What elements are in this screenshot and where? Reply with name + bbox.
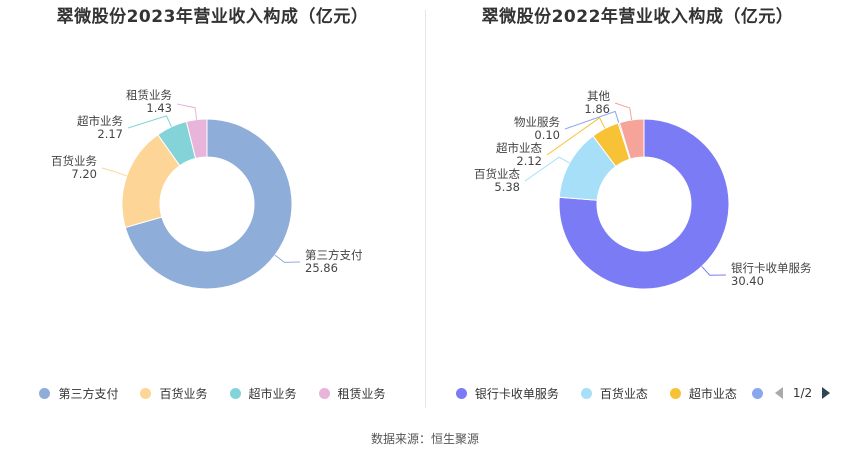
leader-line [614,102,633,120]
slice-value-label: 1.86 [584,102,610,116]
panel-divider [425,10,426,408]
legend-dot-icon [140,387,152,399]
legend-dot-icon [318,387,330,399]
legend-dot-icon [455,387,467,399]
legend-label: 百货业态 [599,386,648,401]
leader-line [564,110,620,130]
slice-label: 银行卡收单服务 [731,261,812,275]
slice-value-label: 1.43 [146,101,172,115]
chart-title-2022: 翠微股份2022年营业收入构成（亿元） [481,7,794,27]
chart-panel-2023: 翠微股份2023年营业收入构成（亿元） 第三方支付 25.86 百货业务 7.20 超市… [0,0,425,410]
slice-value-label: 25.86 [305,261,338,275]
pager-text: 1/2 [792,386,813,400]
slice-value-label: 5.38 [494,180,520,194]
legend-label: 百货业务 [159,386,208,401]
leader-line [127,115,172,129]
leader-line [176,103,198,120]
legend-label: 银行卡收单服务 [474,386,559,401]
legend-pager: 1/2 [774,386,831,400]
legend-item[interactable]: 第三方支付 [39,385,118,402]
legend-item[interactable]: 百货业态 [580,385,648,402]
slice-value-label: 7.20 [71,167,97,181]
legend-dot-icon[interactable] [751,387,763,399]
slice-label: 物业服务 [514,115,560,129]
leader-line [546,117,606,156]
legend-label: 超市业态 [688,386,737,401]
pager-next-icon[interactable] [822,387,831,399]
leader-line [101,167,127,177]
slice-4[interactable] [618,118,645,160]
slice-value-label: 2.12 [516,154,542,168]
legend-item[interactable]: 超市业务 [229,385,297,402]
slice-value-label: 2.17 [97,127,123,141]
legend-dot-icon [580,387,592,399]
pager-prev-icon[interactable] [774,387,783,399]
slice-label: 百货业务 [51,154,97,168]
slice-value-label: 0.10 [534,128,560,142]
chart-panel-2022: 翠微股份2022年营业收入构成（亿元） 银行卡收单服务 30.40 百货业态 5.38… [425,0,850,410]
slice-label: 租赁业务 [126,88,172,102]
leader-line [701,266,727,276]
slice-label: 其他 [587,89,610,103]
slice-label: 百货业态 [474,167,520,181]
legend-dot-icon [229,387,241,399]
data-source: 数据来源：恒生聚源 [370,432,479,446]
slice-0[interactable] [124,118,293,290]
slice-label: 超市业态 [496,141,542,155]
legend-item[interactable]: 银行卡收单服务 [455,385,559,402]
legend-item[interactable]: 百货业务 [140,385,208,402]
legend-item[interactable]: 超市业态 [669,385,737,402]
legend-item[interactable]: 租赁业务 [318,385,386,402]
legend-label: 租赁业务 [337,386,386,401]
slice-0[interactable] [558,118,730,290]
leader-line [524,156,570,182]
slice-label: 第三方支付 [305,248,363,262]
slice-value-label: 30.40 [731,274,764,288]
slice-label: 超市业务 [77,114,123,128]
legend-2023: 第三方支付 百货业务 超市业务 租赁业务 [0,383,425,403]
legend-label: 超市业务 [248,386,297,401]
legend-2022: 银行卡收单服务 百货业态 超市业态 1/2 [425,383,850,403]
legend-dot-icon [39,387,51,399]
legend-label: 第三方支付 [58,386,119,401]
leader-line [274,254,301,263]
chart-title-2023: 翠微股份2023年营业收入构成（亿元） [56,7,369,27]
legend-dot-icon [669,387,681,399]
slice-3[interactable] [185,118,208,160]
